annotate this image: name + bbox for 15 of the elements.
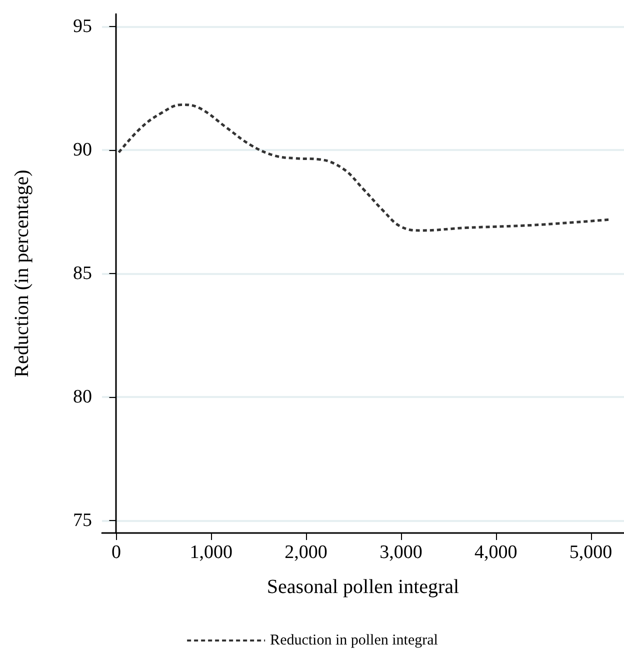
x-tick-label: 2,000 bbox=[284, 542, 328, 563]
y-tick-label: 95 bbox=[73, 16, 92, 37]
x-tick-label: 5,000 bbox=[569, 542, 612, 563]
x-tick-label: 4,000 bbox=[474, 542, 518, 563]
x-axis-title: Seasonal pollen integral bbox=[266, 576, 460, 598]
text: Reduction in pollen integral bbox=[270, 632, 438, 648]
x-tick-label: 0 bbox=[111, 542, 121, 563]
y-tick-label: 90 bbox=[73, 139, 92, 160]
x-tick-label: 1,000 bbox=[190, 542, 233, 563]
y-tick-label: 85 bbox=[73, 263, 92, 284]
y-tick-label: 80 bbox=[73, 386, 92, 408]
line-series bbox=[118, 103, 610, 232]
y-tick-label: 75 bbox=[73, 510, 92, 532]
x-tick-label: 3,000 bbox=[380, 542, 422, 563]
y-axis-title: Reduction (in percentage) bbox=[11, 170, 33, 378]
